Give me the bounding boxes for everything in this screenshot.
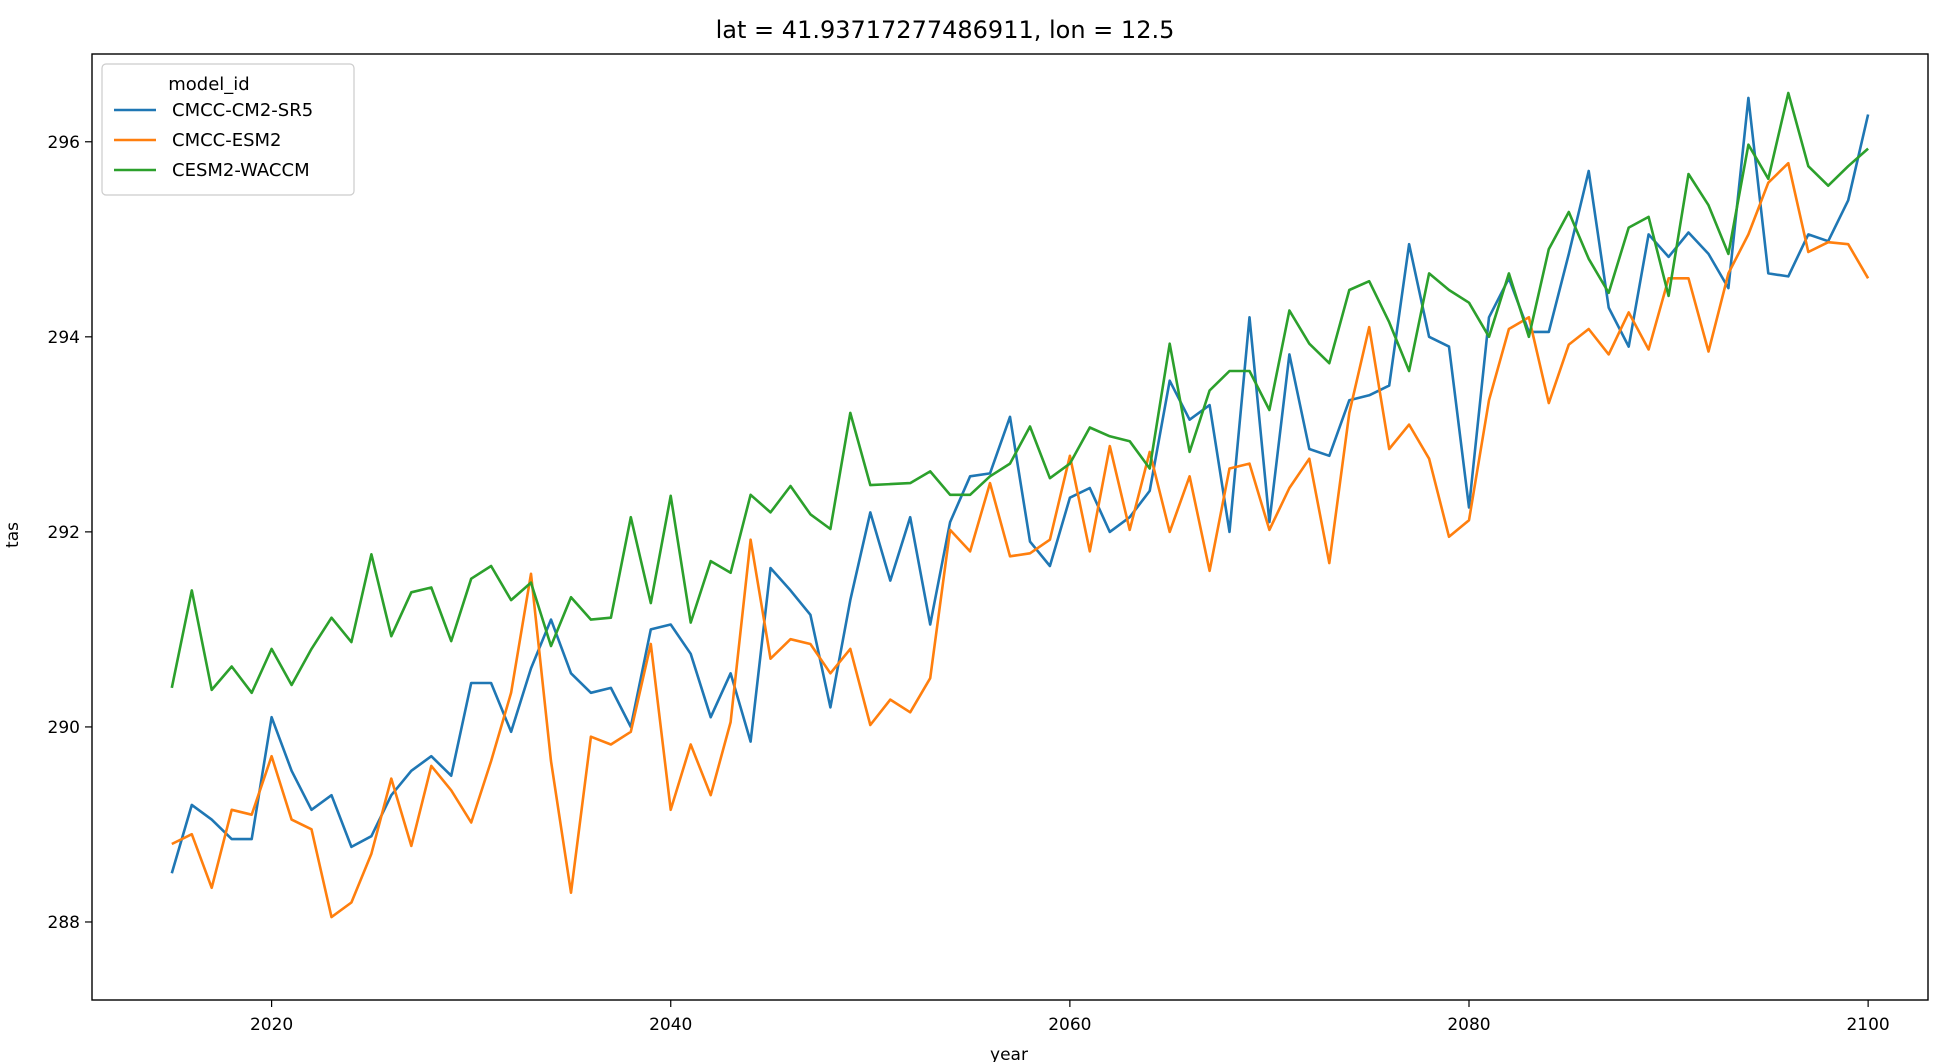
y-axis-ticks: 288 290 292 294 296 bbox=[48, 133, 92, 933]
legend-label-2: CESM2-WACCM bbox=[172, 160, 310, 181]
x-tick-label: 2080 bbox=[1447, 1015, 1490, 1035]
y-axis-label: tas bbox=[3, 522, 23, 548]
chart-title: lat = 41.93717277486911, lon = 12.5 bbox=[716, 16, 1175, 44]
series-line-1 bbox=[171, 161, 1870, 919]
y-tick-label: 288 bbox=[48, 913, 80, 933]
legend-label-1: CMCC-ESM2 bbox=[172, 130, 282, 151]
x-tick-label: 2040 bbox=[649, 1015, 692, 1035]
series-lines bbox=[170, 91, 1870, 919]
series-line-2 bbox=[170, 91, 1869, 695]
x-tick-label: 2060 bbox=[1048, 1015, 1091, 1035]
x-tick-label: 2020 bbox=[250, 1015, 293, 1035]
legend: model_id CMCC-CM2-SR5 CMCC-ESM2 CESM2-WACC… bbox=[101, 63, 355, 196]
x-tick-label: 2100 bbox=[1846, 1015, 1889, 1035]
x-axis-ticks: 2020 2040 2060 2080 2100 bbox=[250, 1000, 1890, 1035]
y-tick-label: 292 bbox=[48, 523, 80, 543]
y-tick-label: 294 bbox=[48, 328, 80, 348]
y-tick-label: 290 bbox=[48, 718, 80, 738]
legend-title: model_id bbox=[168, 74, 249, 95]
y-tick-label: 296 bbox=[48, 133, 80, 153]
plot-frame bbox=[91, 53, 1929, 1001]
series-line-0 bbox=[170, 96, 1870, 874]
x-axis-label: year bbox=[990, 1045, 1028, 1062]
legend-label-0: CMCC-CM2-SR5 bbox=[172, 100, 313, 121]
legend-box bbox=[101, 63, 355, 196]
legend-items: CMCC-CM2-SR5 CMCC-ESM2 CESM2-WACCM bbox=[114, 100, 313, 181]
